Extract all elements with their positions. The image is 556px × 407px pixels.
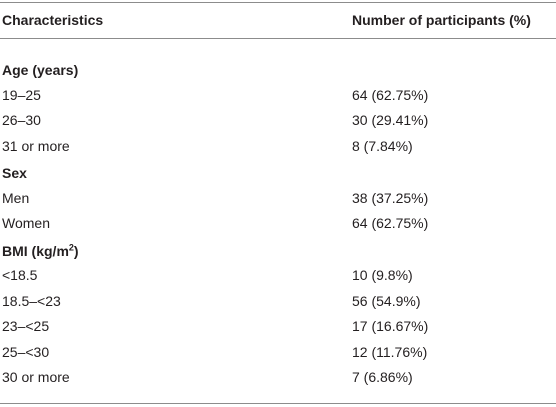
- characteristic-cell: 18.5–<23: [2, 292, 61, 309]
- data-row: Women 64 (62.75%): [0, 212, 556, 237]
- section-label-text: Age (years): [2, 62, 79, 78]
- header-rule: [0, 38, 556, 39]
- data-row: 30 or more 7 (6.86%): [0, 366, 556, 391]
- section-label-text: Sex: [2, 165, 27, 181]
- participants-cell: 64 (62.75%): [352, 215, 429, 231]
- top-rule: [0, 2, 556, 3]
- characteristic-cell: 31 or more: [2, 137, 70, 154]
- characteristic-cell: 26–30: [2, 112, 41, 128]
- participants-cell: 8 (7.84%): [352, 137, 413, 154]
- header-cell: Characteristics: [2, 12, 104, 28]
- characteristic-cell: 23–<25: [2, 318, 50, 334]
- section-label: Age (years): [2, 62, 78, 78]
- characteristic-cell: 25–<30: [2, 343, 50, 360]
- section-label-text: BMI (kg/m: [2, 242, 69, 259]
- characteristic-cell: <18.5: [2, 267, 38, 283]
- data-row: 26–30 30 (29.41%): [0, 109, 556, 134]
- characteristic-cell: 19–25: [2, 86, 41, 103]
- participants-cell: 12 (11.76%): [352, 343, 428, 360]
- data-row: 19–25 64 (62.75%): [0, 83, 556, 108]
- characteristic-cell: 30 or more: [2, 369, 70, 385]
- section-row: Age (years): [0, 39, 556, 83]
- section-label-sup: 2: [68, 241, 74, 252]
- section-row: Sex: [0, 160, 556, 187]
- participants-cell: 17 (16.67%): [352, 318, 429, 334]
- participants-cell: 64 (62.75%): [352, 86, 429, 103]
- participants-cell: 30 (29.41%): [352, 112, 429, 128]
- characteristic-cell: Men: [2, 189, 30, 206]
- data-row: Men 38 (37.25%): [0, 186, 556, 211]
- participants-cell: 38 (37.25%): [352, 189, 429, 206]
- data-row: <18.5 10 (9.8%): [0, 264, 556, 289]
- participants-cell: 56 (54.9%): [352, 292, 421, 309]
- bottom-rule: [0, 403, 556, 404]
- data-row: 23–<25 17 (16.67%): [0, 315, 556, 340]
- data-row: 18.5–<23 56 (54.9%): [0, 289, 556, 314]
- section-label-end: ): [73, 242, 79, 259]
- participants-cell: 7 (6.86%): [352, 369, 413, 385]
- header-cell: Number of participants (%): [352, 12, 531, 28]
- section-row: BMI (kg/m2): [0, 237, 556, 264]
- characteristic-cell: Women: [2, 215, 50, 231]
- data-row: 31 or more 8 (7.84%): [0, 134, 556, 159]
- participants-cell: 10 (9.8%): [352, 267, 413, 283]
- header-row: Characteristics Number of participants (…: [0, 3, 556, 37]
- section-label: Sex: [2, 165, 27, 181]
- section-label: BMI (kg/m2): [2, 241, 79, 259]
- data-row: 25–<30 12 (11.76%): [0, 340, 556, 365]
